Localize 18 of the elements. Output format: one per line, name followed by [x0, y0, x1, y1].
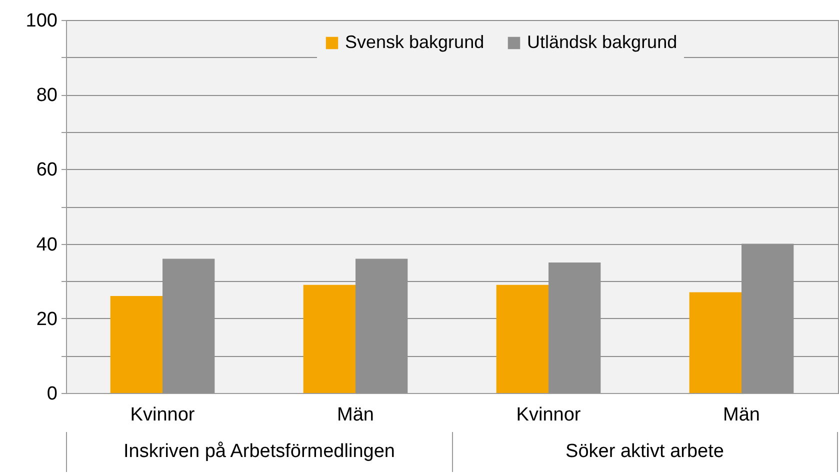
x-tick-label: Kvinnor	[516, 404, 582, 426]
y-tick-label: 20	[36, 308, 58, 330]
bar	[496, 284, 548, 393]
y-tick-label: 0	[46, 384, 58, 404]
legend-label: Utländsk bakgrund	[527, 32, 678, 52]
text: Söker aktivt arbete	[452, 432, 838, 472]
x-tick-label: Kvinnor	[130, 404, 196, 426]
text: Inskriven på Arbetsförmedlingen	[66, 432, 452, 472]
x-tick-label: Män	[337, 404, 374, 426]
legend-label: Svensk bakgrund	[345, 32, 484, 52]
y-tick-label: 40	[36, 234, 58, 256]
y-tick-label: 80	[36, 85, 58, 106]
y-tick-label: 100	[26, 10, 58, 32]
bar	[110, 296, 162, 393]
bar	[689, 292, 742, 393]
x-tick-label: Män	[723, 404, 760, 426]
y-tick-label: 60	[36, 160, 58, 181]
bar	[303, 284, 356, 393]
